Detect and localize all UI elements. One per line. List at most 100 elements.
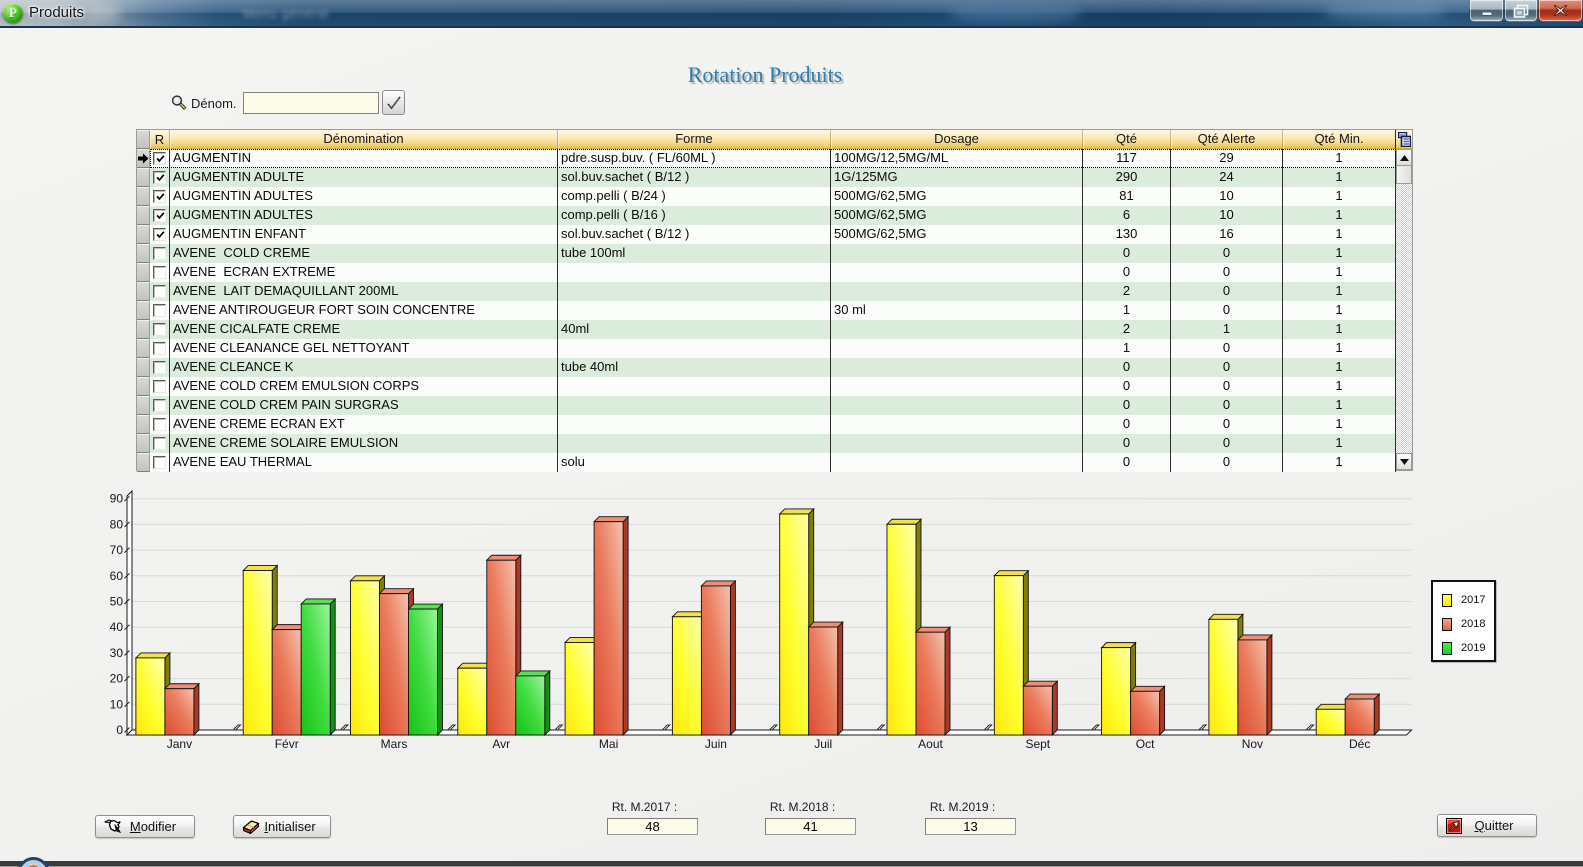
cell-qte-min: 1 [1283,187,1396,206]
table-row[interactable]: AVENE COLD CREM EMULSION CORPS 0 0 1 [150,377,1396,396]
stat-2017: Rt. M.2017 : 48 [607,800,698,835]
chart-y-axis-wall [126,489,133,737]
modifier-button-label: Modifier [129,819,177,834]
scrollbar-track[interactable] [1396,184,1412,453]
table-row[interactable]: AVENE ECRAN EXTREME 0 0 1 [150,263,1396,282]
chart-x-tick [231,724,242,731]
cell-dosage [831,339,1083,358]
cell-qte-alerte: 1 [1171,320,1283,339]
column-header-qt-alerte[interactable]: Qté Alerte [1171,130,1283,149]
cell-forme: sol.buv.sachet ( B/12 ) [558,168,831,187]
row-checkbox[interactable] [153,399,166,412]
row-checkbox[interactable] [153,285,166,298]
chart-month-label: Aout [918,737,943,751]
initialiser-button[interactable]: Initialiser [233,815,331,838]
row-checkbox-checked[interactable] [153,209,166,222]
bar-2018-Oct [1129,685,1166,737]
cell-qte: 0 [1083,263,1171,282]
table-row[interactable]: AVENE CICALFATE CREME 40ml 2 1 1 [150,320,1396,339]
titlebar-bottom-edge [0,26,1583,28]
cell-denomination: AVENE CREME ECRAN EXT [170,415,558,434]
row-check-cell [150,377,170,396]
minimize-button[interactable] [1469,0,1504,22]
chart-month-label: Juil [814,737,832,751]
table-row[interactable]: AVENE COLD CREME tube 100ml 0 0 1 [150,244,1396,263]
row-checkbox[interactable] [153,361,166,374]
chart-x-tick [875,724,886,731]
row-check-cell [150,301,170,320]
search-validate-button[interactable] [382,90,405,115]
cell-qte-alerte: 29 [1171,149,1283,168]
row-checkbox-checked[interactable] [153,228,166,241]
table-options-cell[interactable] [1396,130,1412,149]
chart-x-tick [768,724,779,731]
column-header-forme[interactable]: Forme [558,130,831,149]
column-header-qt-min-[interactable]: Qté Min. [1283,130,1396,149]
row-check-cell [150,434,170,453]
table-row[interactable]: AUGMENTIN ADULTES comp.pelli ( B/24 ) 500M… [150,187,1396,206]
chart-x-tick [983,724,993,731]
column-header-dosage[interactable]: Dosage [831,130,1083,149]
search-input[interactable] [243,92,379,114]
table-row[interactable]: AUGMENTIN pdre.susp.buv. ( FL/60ML ) 100MG… [150,149,1396,168]
cell-forme [558,282,831,301]
bar-2017-Janv [134,651,171,737]
stat-2018-value[interactable]: 41 [765,818,856,835]
cell-dosage [831,434,1083,453]
stat-2017-value[interactable]: 48 [607,818,698,835]
quitter-button[interactable]: Quitter [1437,814,1537,837]
table-row[interactable]: AVENE CLEANANCE GEL NETTOYANT 1 0 1 [150,339,1396,358]
corner-logo [17,857,50,867]
cell-qte-alerte: 0 [1171,282,1283,301]
cell-denomination: AVENE COLD CREME [170,244,558,263]
row-checkbox[interactable] [153,323,166,336]
table-row[interactable]: AVENE EAU THERMAL solu 0 0 1 [150,453,1396,472]
table-row[interactable]: AUGMENTIN ADULTES comp.pelli ( B/16 ) 500M… [150,206,1396,225]
row-checkbox[interactable] [153,247,166,260]
column-header-d-nomination[interactable]: Dénomination [170,130,558,149]
table-row[interactable]: AVENE CREME SOLAIRE EMULSION 0 0 1 [150,434,1396,453]
table-row[interactable]: AVENE ANTIROUGEUR FORT SOIN CONCENTRE 30 … [150,301,1396,320]
cell-qte: 2 [1083,320,1171,339]
legend-swatch-2017 [1442,593,1452,607]
chart-y-tick-label: 20 [110,672,124,686]
table-row[interactable]: AVENE COLD CREM PAIN SURGRAS 0 0 1 [150,396,1396,415]
row-checkbox[interactable] [153,380,166,393]
row-indicator-cell [137,320,150,339]
table-row[interactable]: AVENE CREME ECRAN EXT 0 0 1 [150,415,1396,434]
window-content: Rotation Produits Dénom. R Dénomination Fo… [0,28,1583,867]
modifier-button[interactable]: Modifier [95,815,195,838]
table-row[interactable]: AUGMENTIN ADULTE sol.buv.sachet ( B/12 ) 1… [150,168,1396,187]
row-check-cell [150,453,170,472]
scrollbar-thumb[interactable] [1396,166,1412,184]
row-indicator-cell [137,339,150,358]
search-label: Dénom. [191,96,237,111]
restore-button[interactable] [1504,0,1538,22]
table-row[interactable]: AVENE LAIT DEMAQUILLANT 200ML 2 0 1 [150,282,1396,301]
column-header-r[interactable]: R [150,130,170,149]
row-checkbox-checked[interactable] [153,171,166,184]
cell-qte: 81 [1083,187,1171,206]
row-check-cell [150,358,170,377]
row-checkbox[interactable] [153,437,166,450]
table-row[interactable]: AUGMENTIN ENFANT sol.buv.sachet ( B/12 ) 5… [150,225,1396,244]
row-checkbox[interactable] [153,456,166,469]
row-checkbox[interactable] [153,418,166,431]
row-checkbox[interactable] [153,342,166,355]
checkmark-icon [156,174,165,182]
row-checkbox[interactable] [153,266,166,279]
vertical-scrollbar[interactable] [1396,130,1412,470]
stat-2019-value[interactable]: 13 [925,818,1016,835]
row-check-cell [150,149,170,168]
scrollbar-down-button[interactable] [1396,453,1412,470]
scrollbar-up-button[interactable] [1396,149,1412,166]
close-button[interactable] [1538,0,1583,22]
row-checkbox-checked[interactable] [153,190,166,203]
cell-denomination: AVENE ANTIROUGEUR FORT SOIN CONCENTRE [170,301,558,320]
row-checkbox-checked[interactable] [153,152,166,165]
row-checkbox[interactable] [153,304,166,317]
column-header-qt-[interactable]: Qté [1083,130,1171,149]
chart-y-tick-label: 30 [110,646,124,660]
cell-dosage: 30 ml [831,301,1083,320]
